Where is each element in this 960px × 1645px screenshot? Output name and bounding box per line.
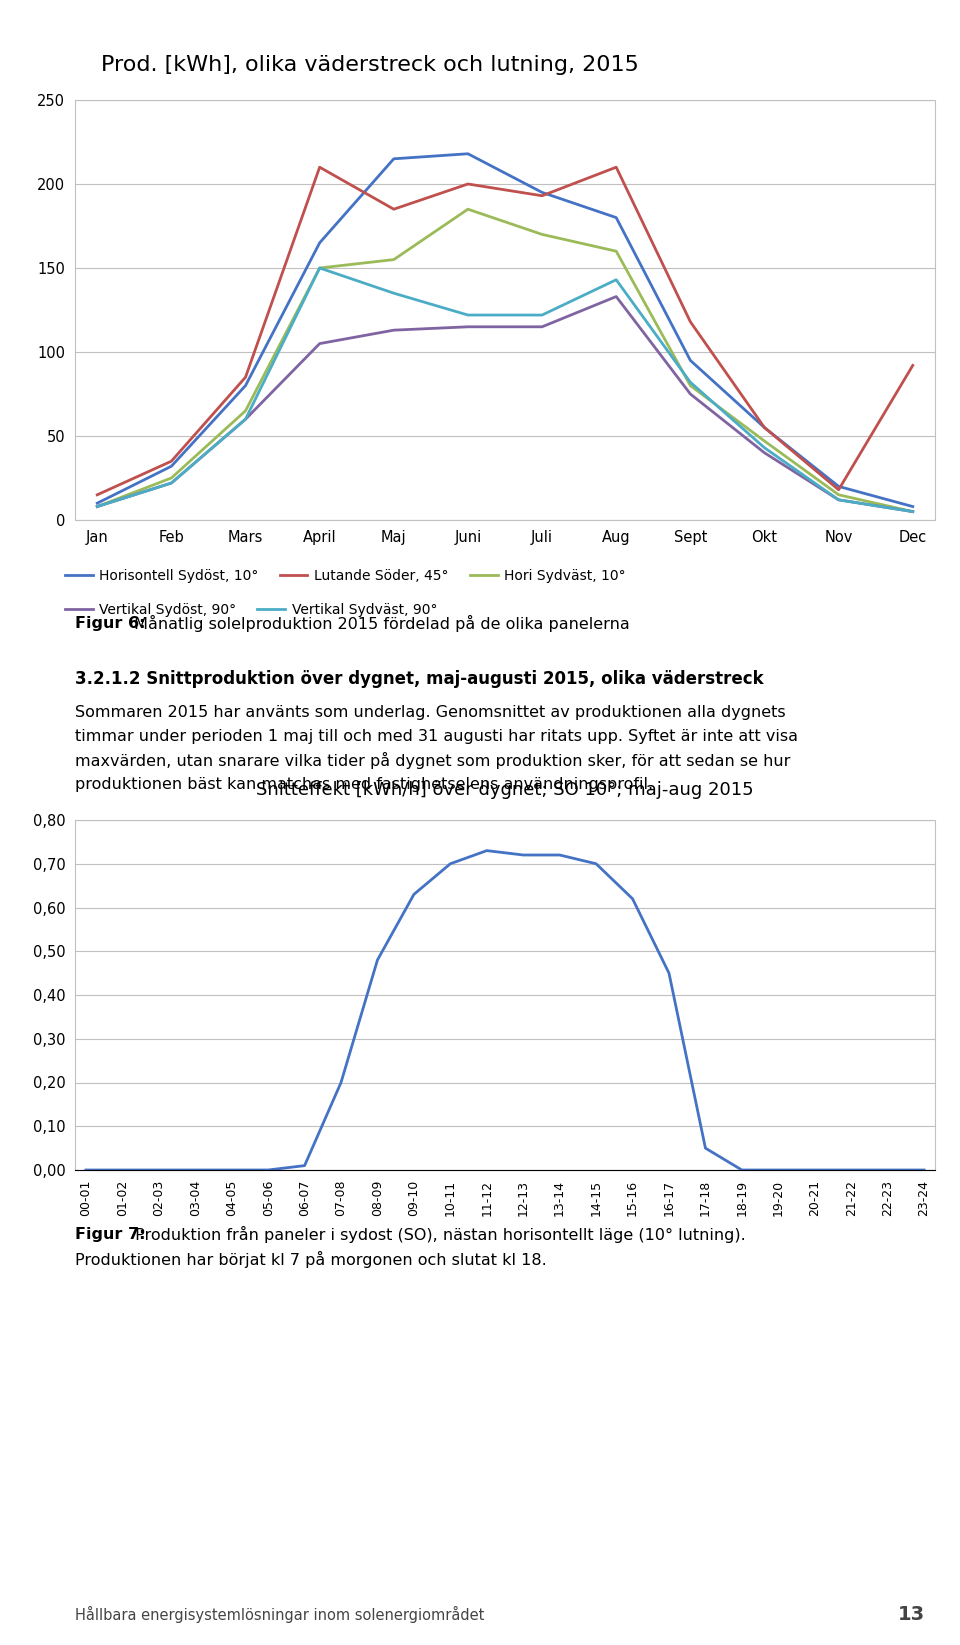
Text: Produktionen har börjat kl 7 på morgonen och slutat kl 18.: Produktionen har börjat kl 7 på morgonen…	[75, 1250, 547, 1268]
Text: Hållbara energisystemlösningar inom solenergiområdet: Hållbara energisystemlösningar inom sole…	[75, 1606, 485, 1622]
Text: 13: 13	[898, 1604, 925, 1624]
Text: produktionen bäst kan matchas med fastighetselens användningsprofil.: produktionen bäst kan matchas med fastig…	[75, 776, 653, 791]
Text: Prod. [kWh], olika väderstreck och lutning, 2015: Prod. [kWh], olika väderstreck och lutni…	[101, 54, 638, 74]
Text: 3.2.1.2 Snittproduktion över dygnet, maj-augusti 2015, olika väderstreck: 3.2.1.2 Snittproduktion över dygnet, maj…	[75, 670, 763, 688]
Text: maxvärden, utan snarare vilka tider på dygnet som produktion sker, för att sedan: maxvärden, utan snarare vilka tider på d…	[75, 752, 790, 768]
Text: Sommaren 2015 har använts som underlag. Genomsnittet av produktionen alla dygnet: Sommaren 2015 har använts som underlag. …	[75, 704, 785, 719]
Legend: Vertikal Sydöst, 90°, Vertikal Sydväst, 90°: Vertikal Sydöst, 90°, Vertikal Sydväst, …	[64, 602, 438, 617]
Text: timmar under perioden 1 maj till och med 31 augusti har ritats upp. Syftet är in: timmar under perioden 1 maj till och med…	[75, 729, 798, 744]
Text: Snitteffekt [kWh/h] över dygnet; SO 10°; maj-aug 2015: Snitteffekt [kWh/h] över dygnet; SO 10°;…	[256, 781, 754, 799]
Text: Produktion från paneler i sydost (SO), nästan horisontellt läge (10° lutning).: Produktion från paneler i sydost (SO), n…	[131, 1226, 746, 1242]
Text: Månatlig solelproduktion 2015 fördelad på de olika panelerna: Månatlig solelproduktion 2015 fördelad p…	[130, 615, 630, 632]
Text: Figur 6:: Figur 6:	[75, 615, 146, 630]
Text: Figur 7:: Figur 7:	[75, 1227, 146, 1242]
